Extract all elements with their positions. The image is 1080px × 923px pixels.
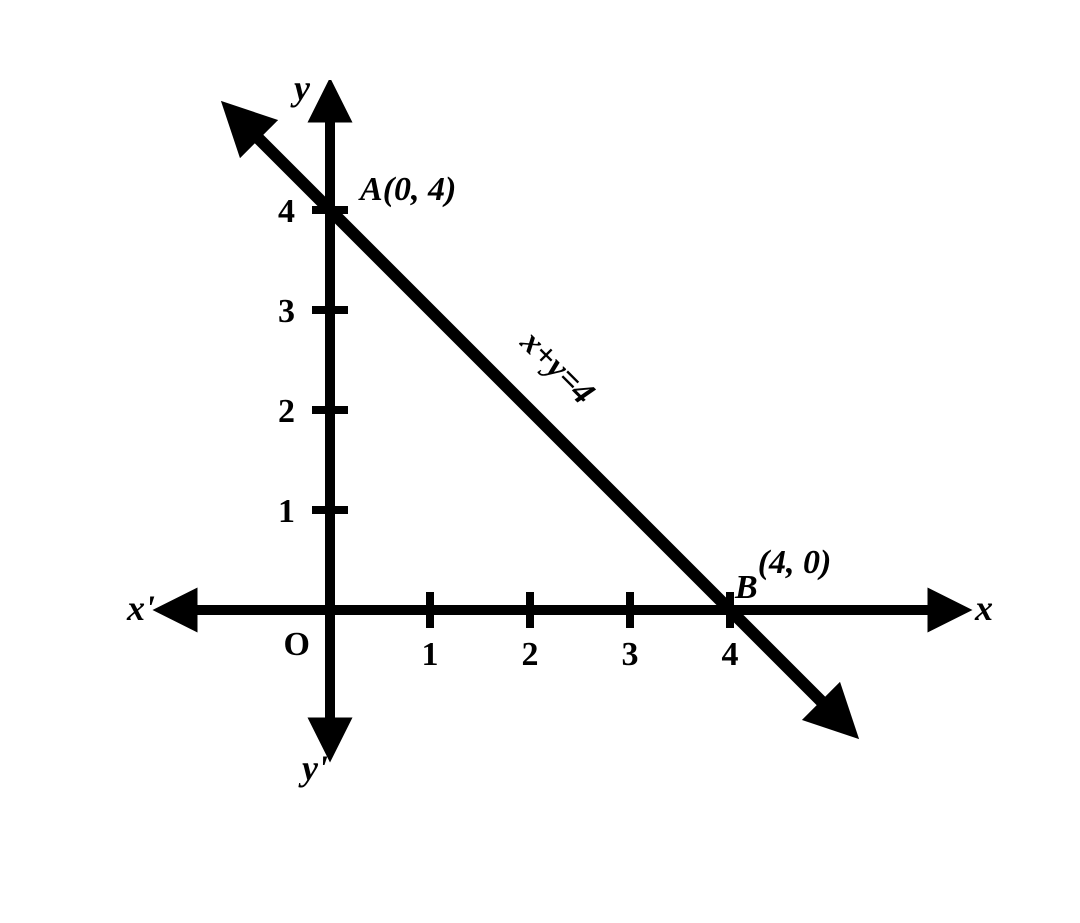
x-positive-label: x	[974, 588, 993, 628]
y-tick-3: 3	[278, 293, 295, 330]
y-negative-label: y'	[298, 748, 328, 788]
coordinate-plane-chart: 1 2 3 4 1 2 3 4 x x' y y' O A(0, 4) B(4,…	[80, 80, 1000, 800]
y-tick-2: 2	[278, 393, 295, 430]
y-tick-1: 1	[278, 493, 295, 530]
origin-label: O	[284, 626, 310, 663]
svg-text:B(4, 0): B(4, 0)	[734, 544, 831, 606]
x-negative-label: x'	[126, 588, 155, 628]
point-b-coord: (4, 0)	[758, 544, 832, 581]
svg-text:A(0, 4): A(0, 4)	[358, 171, 456, 208]
y-positive-label: y	[290, 80, 311, 108]
point-a-name: A	[358, 171, 383, 208]
x-tick-3: 3	[622, 636, 639, 673]
chart-svg: 1 2 3 4 1 2 3 4 x x' y y' O A(0, 4) B(4,…	[80, 80, 1000, 800]
point-a-coord: (0, 4)	[383, 171, 457, 208]
point-a-label: A(0, 4)	[358, 171, 456, 208]
point-b-label: B(4, 0)	[734, 544, 831, 606]
point-b-name: B	[734, 569, 758, 606]
x-tick-2: 2	[522, 636, 539, 673]
y-tick-4: 4	[278, 193, 295, 230]
x-tick-4: 4	[722, 636, 739, 673]
x-tick-1: 1	[422, 636, 439, 673]
